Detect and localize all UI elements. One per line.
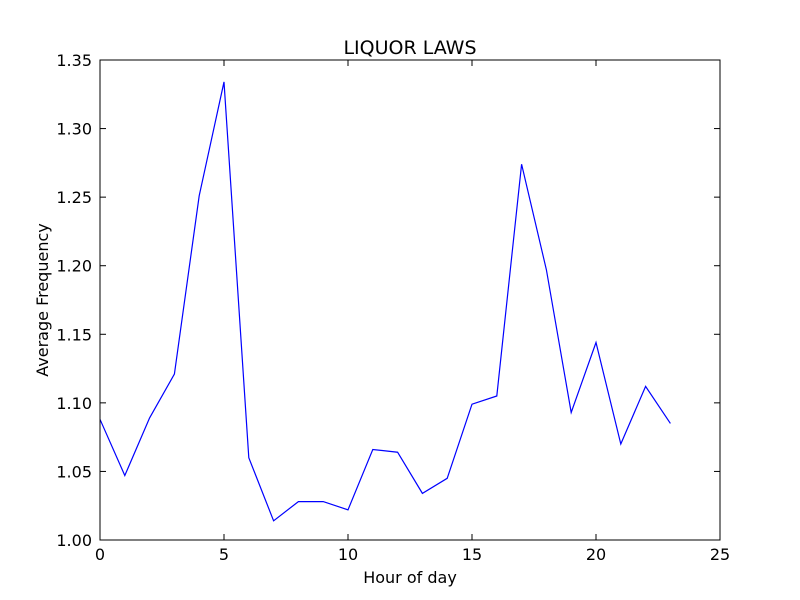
x-tick-label: 10 (338, 545, 358, 564)
y-tick-label: 1.30 (56, 120, 92, 139)
x-tick-label: 5 (219, 545, 229, 564)
y-tick-label: 1.25 (56, 188, 92, 207)
plot-frame (99, 59, 721, 541)
series-line (99, 81, 671, 522)
x-tick-label: 0 (95, 545, 105, 564)
chart-title: LIQUOR LAWS (343, 37, 476, 59)
y-axis-label: Average Frequency (33, 223, 52, 376)
y-tick-label: 1.15 (56, 325, 92, 344)
plot-area (100, 60, 720, 540)
x-tick-label: 20 (586, 545, 606, 564)
x-axis-label: Hour of day (363, 568, 457, 587)
y-tick-label: 1.35 (56, 51, 92, 70)
y-tick-label: 1.05 (56, 462, 92, 481)
y-axis-ticks: 1.00 1.05 1.10 1.15 1.20 1.25 1.30 1.35 (56, 51, 720, 550)
x-tick-label: 15 (462, 545, 482, 564)
x-tick-label: 25 (710, 545, 730, 564)
x-axis-ticks: 0 5 10 15 20 25 (95, 60, 730, 564)
y-tick-label: 1.20 (56, 257, 92, 276)
y-tick-label: 1.00 (56, 531, 92, 550)
y-tick-label: 1.10 (56, 394, 92, 413)
